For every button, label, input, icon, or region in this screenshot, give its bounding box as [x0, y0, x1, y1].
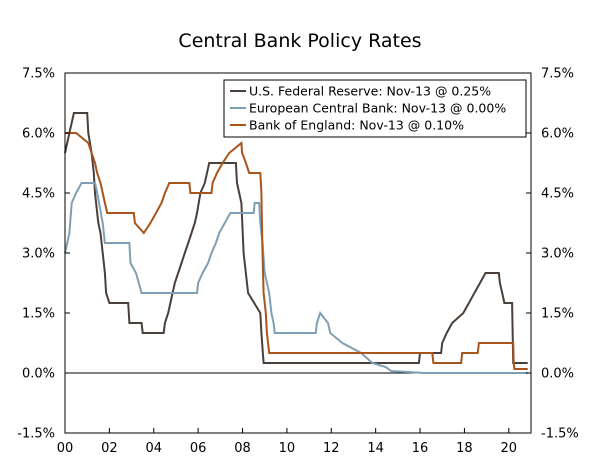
chart-title: Central Bank Policy Rates — [178, 30, 421, 52]
y-tick-label-left: 0.0% — [22, 367, 55, 382]
y-tick-label-right: 4.5% — [541, 187, 574, 202]
legend: U.S. Federal Reserve: Nov-13 @ 0.25% Euro… — [223, 79, 527, 138]
y-tick-label-left: 3.0% — [22, 247, 55, 262]
x-tick-label: 20 — [501, 441, 518, 456]
x-tick-label: 00 — [57, 441, 74, 456]
legend-box — [223, 79, 527, 138]
y-tick-label-right: 0.0% — [541, 367, 574, 382]
axes-layer: 7.5% 7.5% 6.0% 6.0% 4.5% 4.5% 3.0% 3.0% 1.5% 1.5%… — [17, 67, 578, 457]
y-tick-label-left: -1.5% — [17, 427, 55, 442]
x-tick-label: 02 — [101, 441, 118, 456]
series-line-2 — [65, 132, 528, 370]
legend-label-1: European Central Bank: Nov-13 @ 0.00% — [249, 101, 506, 116]
legend-label-2: Bank of England: Nov-13 @ 0.10% — [249, 118, 464, 133]
x-tick-label: 12 — [323, 441, 340, 456]
y-tick-label-left: 1.5% — [22, 307, 55, 322]
y-tick-label-right: 6.0% — [541, 127, 574, 142]
x-tick-label: 18 — [456, 441, 473, 456]
y-tick-label-right: -1.5% — [541, 427, 579, 442]
legend-label-0: U.S. Federal Reserve: Nov-13 @ 0.25% — [249, 84, 491, 99]
series-line-1 — [64, 182, 528, 374]
series-layer — [64, 112, 528, 374]
x-tick-label: 08 — [234, 441, 251, 456]
y-tick-label-right: 7.5% — [541, 67, 574, 82]
x-tick-label: 04 — [145, 441, 162, 456]
y-tick-label-right: 1.5% — [541, 307, 574, 322]
y-tick-label-right: 3.0% — [541, 247, 574, 262]
y-tick-label-left: 4.5% — [22, 187, 55, 202]
x-tick-label: 16 — [412, 441, 429, 456]
x-tick-label: 06 — [190, 441, 207, 456]
y-tick-label-left: 7.5% — [22, 67, 55, 82]
x-tick-label: 10 — [279, 441, 296, 456]
x-tick-label: 14 — [367, 441, 384, 456]
series-line-0 — [64, 112, 528, 364]
y-tick-label-left: 6.0% — [22, 127, 55, 142]
